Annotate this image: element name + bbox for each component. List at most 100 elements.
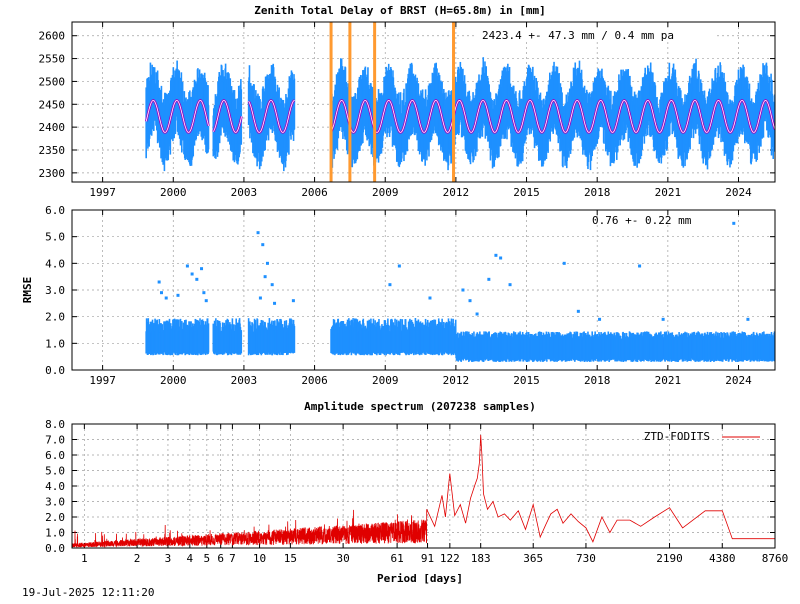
rmse-xtick-label: 2015 — [513, 374, 540, 387]
ztd-ytick-label: 2550 — [39, 53, 66, 66]
ztd-xtick-label: 2015 — [513, 186, 540, 199]
rmse-xtick-label: 2006 — [301, 374, 328, 387]
spectrum-ytick-label: 1.0 — [45, 527, 65, 540]
rmse-ytick-label: 4.0 — [45, 257, 65, 270]
rmse-ytick-label: 5.0 — [45, 231, 65, 244]
rmse-ytick-label: 2.0 — [45, 311, 65, 324]
spectrum-xtick-label: 2190 — [656, 552, 683, 565]
rmse-outlier-point — [291, 299, 295, 303]
spectrum-ytick-label: 0.0 — [45, 542, 65, 555]
rmse-outlier-point — [499, 256, 503, 260]
spectrum-xtick-label: 30 — [336, 552, 349, 565]
ztd-ytick-label: 2350 — [39, 144, 66, 157]
rmse-outlier-point — [258, 296, 262, 300]
spectrum-xtick-label: 122 — [440, 552, 460, 565]
spectrum-line — [72, 434, 775, 548]
ztd-xtick-label: 2000 — [160, 186, 187, 199]
rmse-outlier-point — [265, 261, 269, 265]
spectrum-xtick-label: 2 — [134, 552, 141, 565]
rmse-stats-label: 0.76 +- 0.22 mm — [592, 214, 692, 227]
rmse-outlier-point — [732, 221, 736, 225]
rmse-xtick-label: 2024 — [725, 374, 752, 387]
ztd-ytick-label: 2600 — [39, 30, 66, 43]
rmse-frame — [71, 209, 776, 371]
rmse-ytick-label: 1.0 — [45, 337, 65, 350]
rmse-outlier-point — [468, 299, 472, 303]
rmse-outlier-point — [159, 291, 163, 295]
rmse-xtick-label: 2021 — [655, 374, 682, 387]
rmse-outlier-point — [176, 293, 180, 297]
ztd-xtick-label: 1997 — [89, 186, 116, 199]
rmse-outlier-point — [638, 264, 642, 268]
rmse-outlier-point — [200, 267, 204, 271]
rmse-outlier-point — [195, 277, 199, 281]
spectrum-xtick-label: 1 — [81, 552, 88, 565]
spectrum-ytick-label: 3.0 — [45, 496, 65, 509]
rmse-ytick-label: 6.0 — [45, 204, 65, 217]
rmse-outlier-point — [202, 291, 206, 295]
ztd-ytick-label: 2400 — [39, 121, 66, 134]
spectrum-xtick-label: 6 — [217, 552, 224, 565]
ztd-frame — [71, 21, 776, 183]
ztd-xtick-label: 2006 — [301, 186, 328, 199]
rmse-outlier-point — [494, 253, 498, 257]
spectrum-xtick-label: 8760 — [762, 552, 789, 565]
rmse-outlier-point — [157, 280, 161, 284]
spectrum-legend-label: ZTD-FODITS — [644, 430, 710, 443]
rmse-outlier-point — [562, 261, 566, 265]
rmse-outlier-point — [487, 277, 491, 281]
rmse-outlier-point — [397, 264, 401, 268]
spectrum-frame — [71, 423, 776, 549]
rmse-outlier-point — [475, 312, 479, 316]
ztd-xtick-label: 2021 — [655, 186, 682, 199]
rmse-outlier-point — [263, 275, 267, 279]
spectrum-data — [72, 434, 775, 548]
spectrum-xtick-label: 730 — [576, 552, 596, 565]
rmse-ytick-label: 3.0 — [45, 284, 65, 297]
rmse-outlier-point — [461, 288, 465, 292]
spectrum-xtick-label: 7 — [229, 552, 236, 565]
ztd-fit-core — [145, 99, 209, 133]
rmse-data — [145, 221, 775, 362]
rmse-outlier-point — [388, 283, 392, 287]
rmse-ylabel: RMSE — [21, 277, 34, 304]
rmse-panel: 1997 2000 2003 2006 2009 2012 2015 2018 2021 2024… — [21, 204, 776, 387]
timestamp: 19-Jul-2025 12:11:20 — [22, 586, 155, 599]
rmse-xtick-label: 2012 — [443, 374, 470, 387]
ztd-stats-label: 2423.4 +- 47.3 mm / 0.4 mm pa — [482, 29, 674, 42]
rmse-outlier-point — [598, 317, 602, 321]
spectrum-xtick-label: 4380 — [709, 552, 736, 565]
rmse-outlier-point — [576, 309, 580, 313]
ztd-ytick-label: 2300 — [39, 167, 66, 180]
rmse-ytick-label: 0.0 — [45, 364, 65, 377]
rmse-outlier-point — [508, 283, 512, 287]
spectrum-xtick-label: 5 — [203, 552, 210, 565]
ztd-ytick-label: 2500 — [39, 75, 66, 88]
rmse-outlier-point — [261, 243, 265, 247]
rmse-xtick-label: 2009 — [372, 374, 399, 387]
spectrum-ytick-label: 8.0 — [45, 418, 65, 431]
rmse-xtick-label: 2000 — [160, 374, 187, 387]
spectrum-ytick-label: 5.0 — [45, 465, 65, 478]
ztd-xtick-label: 2018 — [584, 186, 611, 199]
ztd-xtick-label: 2012 — [443, 186, 470, 199]
spectrum-ytick-label: 7.0 — [45, 434, 65, 447]
rmse-outlier-point — [190, 272, 194, 276]
spectrum-xtick-label: 3 — [165, 552, 172, 565]
ztd-xtick-label: 2024 — [725, 186, 752, 199]
rmse-xtick-label: 1997 — [89, 374, 116, 387]
spectrum-title: Amplitude spectrum (207238 samples) — [304, 400, 536, 413]
spectrum-xtick-label: 4 — [187, 552, 194, 565]
spectrum-xtick-label: 10 — [253, 552, 266, 565]
spectrum-ytick-label: 2.0 — [45, 511, 65, 524]
spectrum-xtick-label: 15 — [284, 552, 297, 565]
rmse-outlier-point — [164, 296, 168, 300]
ztd-data — [144, 22, 775, 182]
rmse-outlier-point — [273, 301, 277, 305]
spectrum-xtick-label: 365 — [523, 552, 543, 565]
spectrum-ytick-label: 4.0 — [45, 480, 65, 493]
spectrum-ytick-label: 6.0 — [45, 449, 65, 462]
ztd-stats-bg — [475, 28, 715, 42]
